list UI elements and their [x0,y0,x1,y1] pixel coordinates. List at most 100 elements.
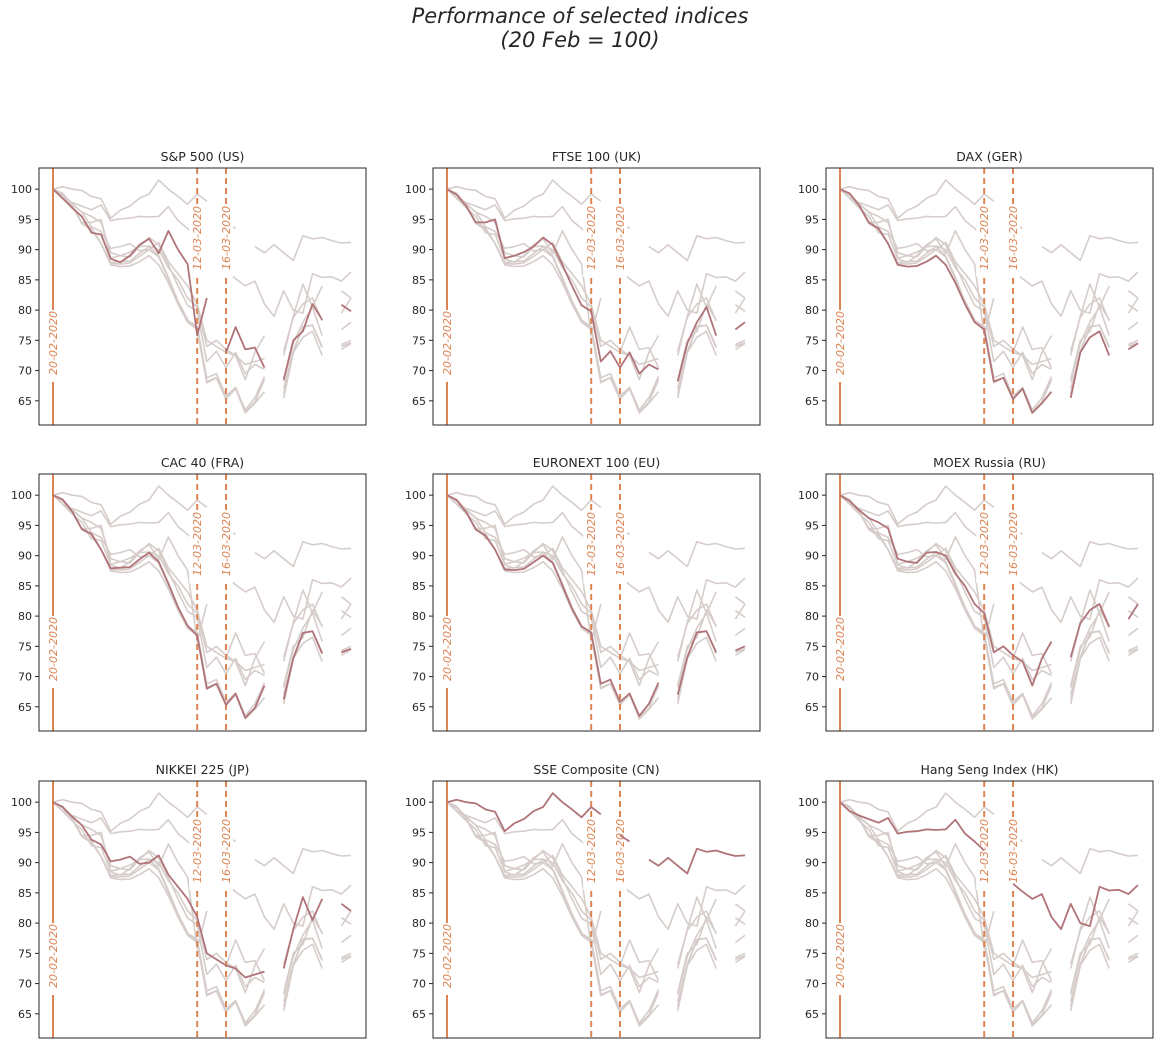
y-tick-label: 80 [412,610,426,623]
y-tick-label: 85 [18,580,32,593]
panel-ftse-100-uk: FTSE 100 (UK) 20-02-2020 12-03-2020 16-03-2… [405,149,761,426]
y-tick-label: 95 [18,213,32,226]
y-tick-label: 65 [805,1008,819,1021]
marker-label: 12-03-2020 [191,819,204,883]
y-tick-label: 75 [18,334,32,347]
series-line-highlight [52,494,352,719]
figure-title: Performance of selected indices (20 Feb … [0,4,1160,52]
series-line-background [839,801,1139,1024]
panel-title: S&P 500 (US) [161,149,245,164]
marker-label-bg [583,205,599,277]
axes-frame [825,780,1154,1039]
y-tick-label: 100 [11,489,32,502]
marker-label-bg [45,923,60,995]
marker-label: 16-03-2020 [614,512,627,576]
y-tick-label: 95 [18,826,32,839]
marker-label: 20-02-2020 [834,311,847,375]
panel-title: Hang Seng Index (HK) [920,762,1058,777]
y-tick-label: 85 [18,887,32,900]
marker-label: 12-03-2020 [978,512,991,576]
y-tick-label: 80 [18,304,32,317]
y-tick-label: 85 [805,580,819,593]
marker-label-bg [976,818,992,890]
marker-label-bg [612,511,628,583]
axes-frame [825,473,1154,732]
y-tick-label: 100 [11,183,32,196]
marker-label-bg [45,310,60,382]
y-tick-label: 70 [805,365,819,378]
y-tick-label: 85 [412,580,426,593]
y-tick-label: 80 [805,304,819,317]
marker-label-bg [218,818,234,890]
y-tick-label: 65 [412,1008,426,1021]
panel-title: MOEX Russia (RU) [933,455,1046,470]
series-line-highlight [446,188,746,382]
y-tick-label: 90 [18,550,32,563]
y-tick-label: 80 [412,917,426,930]
y-tick-label: 70 [18,978,32,991]
series-line-background [52,494,352,623]
y-tick-label: 75 [805,334,819,347]
y-tick-label: 85 [805,887,819,900]
marker-label: 16-03-2020 [220,512,233,576]
series-line-highlight [839,188,1139,414]
panel-hang-seng-index-hk: Hang Seng Index (HK) 20-02-2020 12-03-2020… [798,762,1154,1039]
marker-label: 20-02-2020 [441,924,454,988]
series-line-background [446,188,746,380]
marker-label: 20-02-2020 [47,617,60,681]
marker-label-bg [832,310,847,382]
marker-label: 20-02-2020 [834,924,847,988]
y-tick-label: 75 [805,947,819,960]
marker-label-bg [439,616,454,688]
y-tick-label: 65 [18,1008,32,1021]
series-line-background [446,494,746,686]
y-tick-label: 70 [412,671,426,684]
y-tick-label: 100 [405,796,426,809]
marker-label-bg [189,511,205,583]
marker-label-bg [189,205,205,277]
series-line-background [839,801,1139,979]
marker-label: 16-03-2020 [220,206,233,270]
series-line-background [446,494,746,672]
figure-title-line2: (20 Feb = 100) [500,28,660,52]
y-tick-label: 75 [805,640,819,653]
y-tick-label: 70 [18,671,32,684]
axes-frame [432,780,761,1039]
y-tick-label: 100 [798,796,819,809]
panel-title: EURONEXT 100 (EU) [533,455,660,470]
marker-label: 20-02-2020 [441,617,454,681]
marker-label-bg [439,923,454,995]
series-line-background [446,801,746,979]
y-tick-label: 80 [18,917,32,930]
y-tick-label: 75 [18,640,32,653]
y-tick-label: 90 [18,244,32,257]
axes-frame [432,473,761,732]
y-tick-label: 95 [412,519,426,532]
series-line-background [839,188,1139,380]
marker-label-bg [583,818,599,890]
panel-title: NIKKEI 225 (JP) [156,762,250,777]
series-line-background [839,801,1139,993]
axes-frame [38,473,367,732]
y-tick-label: 100 [405,183,426,196]
y-tick-label: 90 [412,857,426,870]
marker-label: 20-02-2020 [47,924,60,988]
y-tick-label: 70 [412,978,426,991]
y-tick-label: 80 [805,610,819,623]
series-line-highlight [839,801,1139,931]
y-tick-label: 85 [805,274,819,287]
series-line-background [52,188,352,366]
y-tick-label: 100 [798,489,819,502]
series-line-highlight [839,494,1139,687]
y-tick-label: 90 [805,857,819,870]
y-tick-label: 65 [18,701,32,714]
axes-frame [38,167,367,426]
axes-frame [432,167,761,426]
marker-label: 12-03-2020 [978,206,991,270]
series-line-background [446,801,746,1024]
y-tick-label: 95 [805,826,819,839]
y-tick-label: 90 [805,244,819,257]
series-line-background [52,801,352,1024]
y-tick-label: 95 [18,519,32,532]
